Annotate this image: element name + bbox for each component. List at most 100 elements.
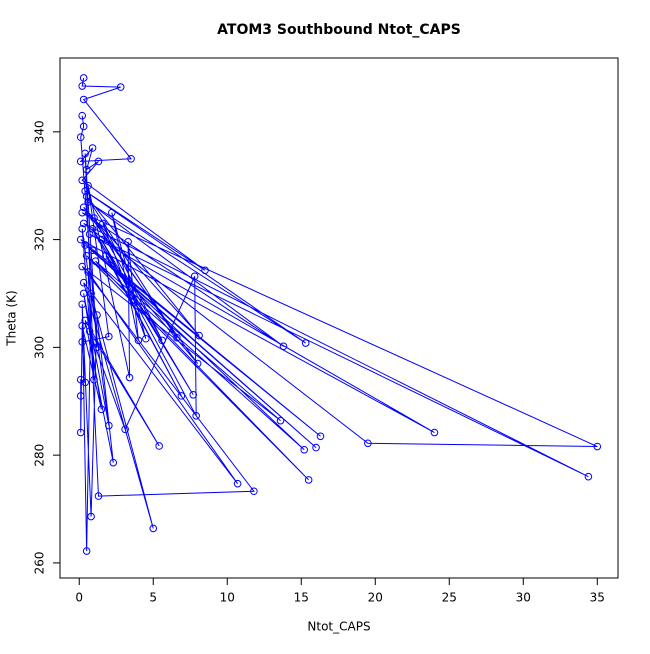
point [87,512,95,521]
point [127,154,135,163]
point [82,547,91,555]
point [78,176,87,185]
point [78,225,87,233]
point [192,412,200,420]
point [316,432,325,441]
point [82,165,91,174]
point [79,74,88,82]
point [88,246,97,255]
point [79,203,88,212]
point [76,375,85,384]
point [155,442,163,450]
point [79,122,88,131]
point [90,375,98,384]
point [105,332,113,341]
point [173,333,181,342]
y-tick-label: 300 [33,336,47,359]
point [94,492,103,500]
point [250,487,258,496]
point [94,157,103,166]
x-tick-label: 25 [442,591,457,605]
point [93,343,101,352]
point [85,327,94,336]
x-tick-label: 0 [75,591,83,605]
x-tick-label: 30 [516,591,531,605]
point [81,149,89,158]
series-line [79,77,598,552]
point [78,262,87,271]
point [102,251,110,260]
point [76,235,85,244]
point [78,111,87,120]
point [93,311,101,319]
point [190,272,199,281]
point [279,342,288,351]
point [158,336,166,345]
point [97,405,106,414]
point [121,425,129,434]
point [312,443,320,452]
point [76,428,85,437]
point [134,336,143,345]
x-tick-label: 35 [590,591,605,605]
point [88,144,97,152]
point [87,289,95,298]
y-tick-label: 280 [33,444,47,467]
point [301,339,310,347]
point [84,198,92,206]
point [78,82,87,90]
point [79,95,88,104]
point [108,208,116,217]
point [82,192,91,201]
point [195,331,203,340]
point [82,251,91,260]
point [430,428,439,437]
y-tick-label: 340 [33,120,47,143]
point [300,445,309,454]
point [233,479,242,488]
y-axis-label: Theta (K) [5,290,19,346]
point [99,219,107,228]
chart-title: ATOM3 Southbound Ntot_CAPS [217,22,461,38]
point [76,392,85,400]
point [124,237,132,246]
point [149,524,158,533]
point [79,219,88,228]
point [584,472,593,481]
x-tick-label: 20 [368,591,383,605]
point [81,241,89,249]
y-tick-label: 260 [33,551,47,574]
point [364,439,372,448]
point [177,392,186,400]
point [91,257,100,265]
point [125,373,134,382]
x-tick-label: 10 [220,591,235,605]
point [201,266,209,275]
point [78,322,87,330]
point [76,157,85,166]
x-tick-label: 15 [294,591,309,605]
point [84,181,92,190]
point [105,421,113,430]
x-axis-label: Ntot_CAPS [307,620,370,634]
point [593,442,602,451]
point [79,278,88,287]
point [142,334,150,343]
point [304,476,313,484]
point [88,225,97,233]
point [90,214,98,222]
x-tick-label: 5 [149,591,157,605]
point [78,208,87,217]
point [97,235,106,244]
plot-box [59,57,619,579]
point [84,268,92,276]
point [78,338,87,346]
point [78,300,87,309]
y-tick-label: 320 [33,228,47,251]
point [276,416,285,425]
point [109,458,118,467]
point [189,390,198,399]
point [76,133,85,142]
